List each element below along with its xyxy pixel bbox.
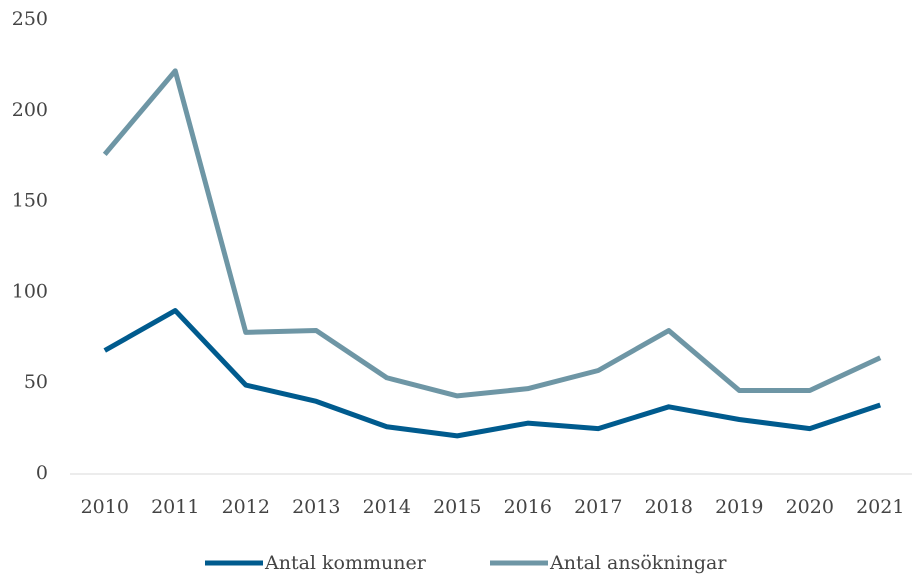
x-tick-label: 2014 [363,496,411,518]
y-tick-label: 0 [36,462,48,484]
x-tick-label: 2013 [292,496,340,518]
x-tick-label: 2015 [433,496,481,518]
x-tick-label: 2020 [786,496,834,518]
y-tick-label: 250 [12,8,48,30]
x-tick-label: 2017 [574,496,622,518]
x-tick-label: 2012 [222,496,270,518]
legend-label: Antal ansökningar [549,552,727,574]
line [102,68,882,399]
y-tick-label: 100 [12,280,48,302]
x-tick-label: 2018 [645,496,693,518]
y-tick-label: 150 [12,190,48,212]
line [103,308,882,439]
x-tick-label: 2021 [856,496,904,518]
x-tick-label: 2016 [504,496,552,518]
legend-label: Antal kommuner [264,552,427,574]
x-tick-label: 2010 [81,496,129,518]
y-tick-label: 50 [24,371,48,393]
x-tick-label: 2011 [151,496,199,518]
y-tick-label: 200 [12,99,48,121]
x-tick-label: 2019 [715,496,763,518]
